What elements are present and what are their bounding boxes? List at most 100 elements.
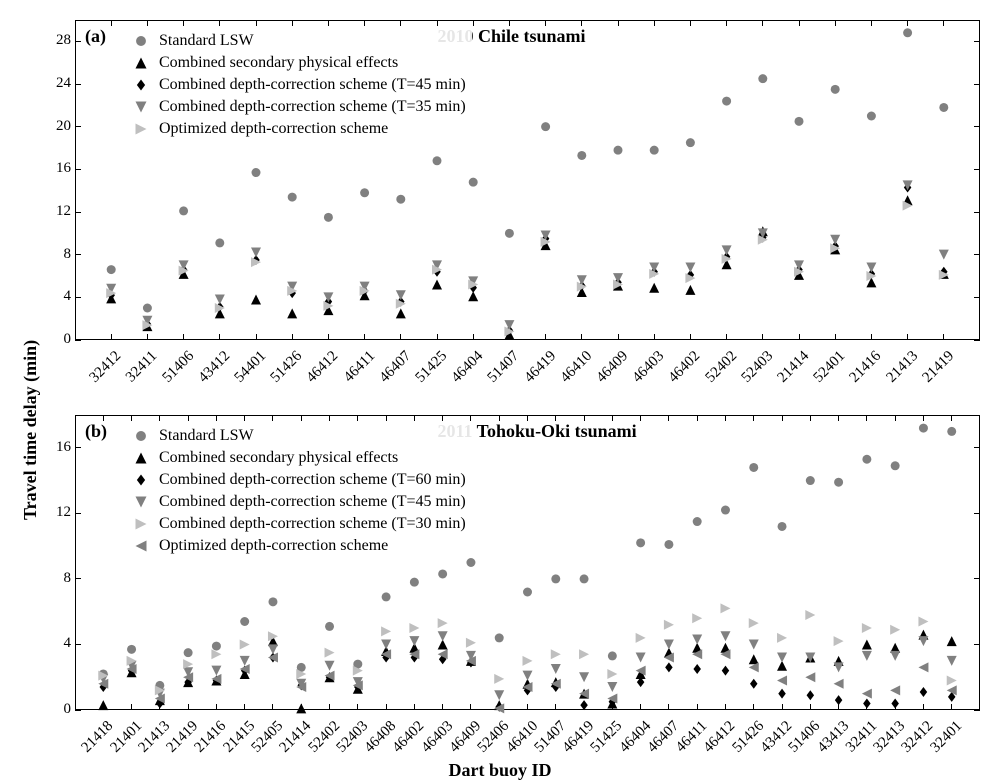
data-point bbox=[324, 213, 333, 222]
x-tick-label: 46411 bbox=[331, 348, 378, 395]
data-point bbox=[179, 206, 188, 215]
data-point bbox=[466, 638, 476, 648]
data-point bbox=[551, 649, 561, 659]
data-point bbox=[831, 85, 840, 94]
figure: Travel time delay (min) 0481216202428324… bbox=[0, 0, 1000, 783]
data-point bbox=[939, 250, 949, 260]
y-tick-label: 4 bbox=[43, 635, 71, 652]
data-point bbox=[664, 620, 674, 630]
data-point bbox=[890, 651, 900, 661]
data-point bbox=[834, 478, 843, 487]
data-point bbox=[795, 117, 804, 126]
data-point bbox=[296, 703, 306, 713]
data-point bbox=[325, 622, 334, 631]
data-point bbox=[432, 280, 442, 290]
data-point bbox=[577, 151, 586, 160]
data-point bbox=[862, 689, 872, 699]
data-point bbox=[947, 636, 957, 646]
data-point bbox=[890, 625, 900, 635]
data-point bbox=[494, 690, 504, 700]
data-point bbox=[382, 592, 391, 601]
data-point bbox=[360, 188, 369, 197]
data-point bbox=[396, 195, 405, 204]
x-tick-label: 51407 bbox=[476, 348, 523, 395]
data-point bbox=[523, 656, 533, 666]
data-point bbox=[505, 229, 514, 238]
data-point bbox=[211, 649, 221, 659]
data-point bbox=[862, 455, 871, 464]
data-point bbox=[409, 623, 419, 633]
data-point bbox=[862, 651, 872, 661]
data-point bbox=[607, 682, 617, 692]
data-point bbox=[614, 146, 623, 155]
data-point bbox=[722, 245, 732, 255]
data-point bbox=[778, 689, 786, 699]
data-point bbox=[381, 626, 391, 636]
data-point bbox=[867, 112, 876, 121]
data-point bbox=[685, 285, 695, 295]
data-point bbox=[947, 676, 957, 686]
data-point bbox=[215, 238, 224, 247]
data-point bbox=[466, 558, 475, 567]
data-point bbox=[240, 639, 250, 649]
data-point bbox=[580, 574, 589, 583]
data-point bbox=[721, 506, 730, 515]
data-point bbox=[608, 651, 617, 660]
x-tick-label: 32411 bbox=[114, 348, 161, 395]
data-point bbox=[830, 235, 840, 245]
data-point bbox=[212, 642, 221, 651]
data-point bbox=[749, 654, 759, 664]
y-tick-label: 12 bbox=[43, 504, 71, 521]
data-point bbox=[523, 671, 533, 681]
data-point bbox=[947, 656, 957, 666]
data-point bbox=[758, 74, 767, 83]
x-axis-label: Dart buoy ID bbox=[0, 760, 1000, 781]
data-point bbox=[240, 617, 249, 626]
data-point bbox=[396, 308, 406, 318]
data-point bbox=[143, 304, 152, 313]
y-tick-label: 8 bbox=[43, 246, 71, 263]
y-tick-label: 8 bbox=[43, 570, 71, 587]
data-point bbox=[920, 687, 928, 697]
data-point bbox=[835, 695, 843, 705]
data-point bbox=[750, 679, 758, 689]
data-point bbox=[891, 461, 900, 470]
plot-area bbox=[75, 415, 980, 710]
data-point bbox=[523, 588, 532, 597]
data-point bbox=[693, 517, 702, 526]
y-tick-label: 4 bbox=[43, 288, 71, 305]
data-point bbox=[693, 664, 701, 674]
data-point bbox=[720, 603, 730, 613]
x-tick-label: 52402 bbox=[693, 348, 740, 395]
data-point bbox=[919, 424, 928, 433]
data-point bbox=[947, 427, 956, 436]
y-axis-label: Travel time delay (min) bbox=[20, 340, 41, 520]
data-point bbox=[495, 633, 504, 642]
data-point bbox=[107, 265, 116, 274]
data-point bbox=[184, 648, 193, 657]
y-tick-label: 16 bbox=[43, 439, 71, 456]
data-point bbox=[903, 28, 912, 37]
data-point bbox=[807, 690, 815, 700]
data-point bbox=[777, 653, 787, 663]
data-point bbox=[650, 146, 659, 155]
data-point bbox=[834, 662, 844, 672]
data-point bbox=[541, 122, 550, 131]
data-point bbox=[918, 636, 928, 646]
data-point bbox=[381, 639, 391, 649]
x-tick-label: 51406 bbox=[150, 348, 197, 395]
data-point bbox=[720, 631, 730, 641]
data-point bbox=[551, 574, 560, 583]
data-point bbox=[862, 623, 872, 633]
x-tick-label: 46419 bbox=[512, 348, 559, 395]
data-point bbox=[579, 649, 589, 659]
x-tick-label: 21413 bbox=[874, 348, 921, 395]
data-point bbox=[777, 676, 787, 686]
data-point bbox=[891, 698, 899, 708]
data-point bbox=[251, 294, 261, 304]
data-point bbox=[686, 138, 695, 147]
data-point bbox=[323, 292, 333, 302]
data-point bbox=[939, 103, 948, 112]
data-point bbox=[649, 283, 659, 293]
data-point bbox=[749, 463, 758, 472]
